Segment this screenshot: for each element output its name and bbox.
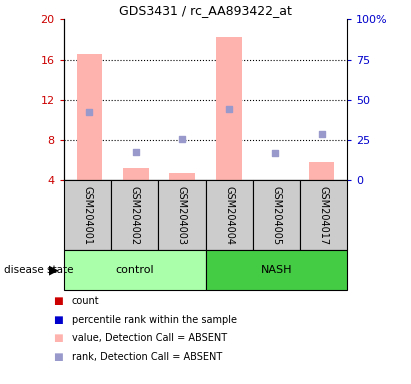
Text: GSM204003: GSM204003 [177,186,187,245]
Bar [216,37,242,180]
Point [132,149,139,156]
Text: GSM204001: GSM204001 [82,186,92,245]
Text: ■: ■ [53,333,63,343]
Bar [111,180,158,250]
Bar [206,250,347,290]
Text: count: count [72,296,99,306]
Text: GSM204004: GSM204004 [224,186,234,245]
Point [226,106,232,112]
Text: ■: ■ [53,296,63,306]
Text: NASH: NASH [261,265,292,275]
Bar [169,174,195,180]
Bar [64,250,206,290]
Text: value, Detection Call = ABSENT: value, Detection Call = ABSENT [72,333,227,343]
Bar [253,180,300,250]
Title: GDS3431 / rc_AA893422_at: GDS3431 / rc_AA893422_at [119,3,292,17]
Bar [206,180,253,250]
Text: control: control [115,265,154,275]
Text: rank, Detection Call = ABSENT: rank, Detection Call = ABSENT [72,352,222,362]
Text: GSM204017: GSM204017 [319,186,329,245]
Bar [123,168,149,180]
Text: ■: ■ [53,315,63,325]
Text: percentile rank within the sample: percentile rank within the sample [72,315,237,325]
Bar [64,180,111,250]
Text: disease state: disease state [4,265,74,275]
Bar [158,180,206,250]
Point [86,109,92,115]
Point [272,150,279,156]
Bar [309,162,335,180]
Text: GSM204005: GSM204005 [271,186,282,245]
Bar [300,180,347,250]
Text: GSM204002: GSM204002 [129,186,140,245]
Text: ■: ■ [53,352,63,362]
Bar [76,55,102,180]
Text: ▶: ▶ [48,263,58,276]
Point [179,136,185,142]
Point [319,131,325,137]
